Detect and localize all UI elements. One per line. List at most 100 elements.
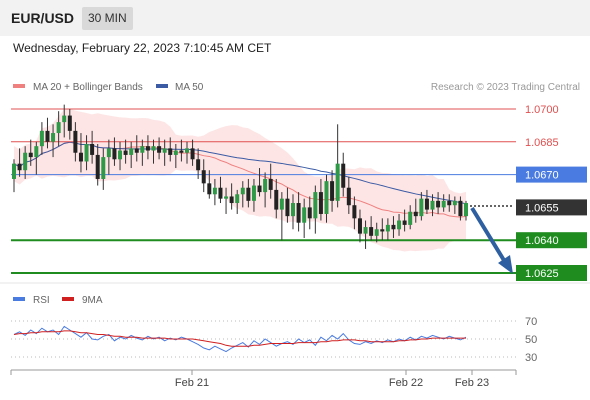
bollinger-legend-swatch xyxy=(13,84,25,88)
candle-body xyxy=(45,130,50,142)
candle-body xyxy=(95,154,100,179)
x-tick-label: Feb 21 xyxy=(175,377,209,389)
candle-body xyxy=(385,224,390,232)
candle-body xyxy=(436,200,441,208)
price-tags: 1.0700 1.0685 1.0670 1.0655 1.0640 1.0625 xyxy=(516,104,587,281)
candle-body xyxy=(129,148,134,155)
candle-body xyxy=(352,205,357,219)
candle-body xyxy=(84,143,89,162)
price-levels xyxy=(11,108,516,274)
candle-body xyxy=(212,187,217,195)
candle-body xyxy=(369,227,374,236)
candle-body xyxy=(151,146,156,151)
forecast-arrow xyxy=(470,206,507,264)
candle-body xyxy=(51,133,56,142)
candle-body xyxy=(251,185,256,201)
candle-body xyxy=(101,157,106,179)
rsi-legend-swatch xyxy=(13,297,25,301)
candle-body xyxy=(229,196,234,204)
pivot-tag-box xyxy=(516,166,587,183)
x-axis-labels: Feb 21 Feb 22 Feb 23 xyxy=(10,370,517,389)
candle-body xyxy=(296,203,301,223)
candle-body xyxy=(140,146,145,153)
x-tick-label: Feb 23 xyxy=(455,377,489,389)
candle-body xyxy=(324,181,329,214)
candle-body xyxy=(307,207,312,219)
support-tag: 1.0640 xyxy=(525,235,559,247)
candle-body xyxy=(90,143,95,155)
source-credit: Research © 2023 Trading Central xyxy=(431,82,580,93)
candle-body xyxy=(302,207,307,223)
support-tag: 1.0625 xyxy=(525,268,559,280)
candle-body xyxy=(330,181,335,201)
candle-body xyxy=(318,192,323,214)
candle-body xyxy=(34,146,39,158)
candle-body xyxy=(263,178,268,193)
timestamp: Wednesday, February 22, 2023 7:10:45 AM … xyxy=(13,41,272,55)
candle-body xyxy=(464,203,468,217)
candle-body xyxy=(123,150,128,155)
candle-body xyxy=(291,203,296,217)
candle-body xyxy=(313,192,318,219)
x-tick-label: Feb 22 xyxy=(389,377,423,389)
bollinger-bands xyxy=(13,108,467,252)
resistance-tag: 1.0685 xyxy=(525,137,559,149)
rsi-panel: 70 50 30 xyxy=(11,316,537,364)
candle-body xyxy=(424,198,429,210)
rsi-tick-label: 50 xyxy=(525,334,537,346)
candle-body xyxy=(335,163,340,201)
candle-body xyxy=(218,187,223,199)
candle-body xyxy=(112,148,117,160)
candle-body xyxy=(235,194,240,204)
candle-body xyxy=(134,148,139,153)
support-tag-box xyxy=(516,265,587,281)
bollinger-legend-label: MA 20 + Bollinger Bands xyxy=(33,82,143,93)
candle-body xyxy=(279,198,284,210)
candle-body xyxy=(341,163,346,188)
candle-body xyxy=(173,150,178,155)
candle-body xyxy=(274,189,279,210)
candle-body xyxy=(346,187,351,206)
candle-body xyxy=(268,178,273,190)
candle-body xyxy=(441,200,446,208)
candle-body xyxy=(12,163,16,179)
candle-body xyxy=(56,122,61,134)
candle-body xyxy=(145,146,150,151)
candle-body xyxy=(413,211,418,217)
rsi-line xyxy=(13,325,467,353)
candle-body xyxy=(374,229,379,236)
candle-body xyxy=(67,115,72,131)
candle-body xyxy=(397,220,402,230)
candle-body xyxy=(196,159,201,171)
candle-body xyxy=(62,115,67,123)
timeframe-button[interactable]: 30 MIN xyxy=(82,7,133,30)
candle-body xyxy=(240,187,245,195)
resistance-tag: 1.0700 xyxy=(525,104,559,116)
candle-body xyxy=(363,227,368,234)
candle-body xyxy=(246,187,251,201)
candle-body xyxy=(408,211,413,225)
candle-body xyxy=(380,229,385,232)
candle-body xyxy=(190,148,195,160)
candle-body xyxy=(28,152,33,158)
candle-body xyxy=(17,163,22,171)
forecast-arrowhead xyxy=(498,255,513,274)
candle-body xyxy=(184,148,189,153)
candle-body xyxy=(23,152,28,171)
ma50-legend-label: MA 50 xyxy=(175,82,204,93)
candle-body xyxy=(73,130,78,153)
ma50-legend-swatch xyxy=(156,84,168,88)
candle-body xyxy=(257,185,262,193)
rsi-ma-line xyxy=(13,330,466,347)
candle-body xyxy=(402,220,407,225)
candlesticks xyxy=(12,104,468,249)
last-price-tag: 1.0655 xyxy=(525,202,559,214)
candle-body xyxy=(201,170,206,184)
rsi-ma-legend-label: 9MA xyxy=(82,295,103,306)
candle-body xyxy=(157,146,162,153)
candle-body xyxy=(452,200,457,206)
last-price-tag-box xyxy=(516,199,587,216)
candle-body xyxy=(118,150,123,160)
candle-body xyxy=(106,148,111,158)
pivot-tag: 1.0670 xyxy=(525,170,559,182)
